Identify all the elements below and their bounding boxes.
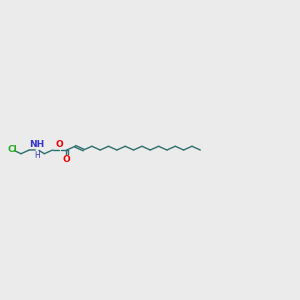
- Text: H: H: [34, 152, 40, 160]
- Text: O: O: [63, 155, 71, 164]
- Text: NH: NH: [29, 140, 44, 148]
- Text: Cl: Cl: [8, 146, 17, 154]
- Text: O: O: [56, 140, 64, 148]
